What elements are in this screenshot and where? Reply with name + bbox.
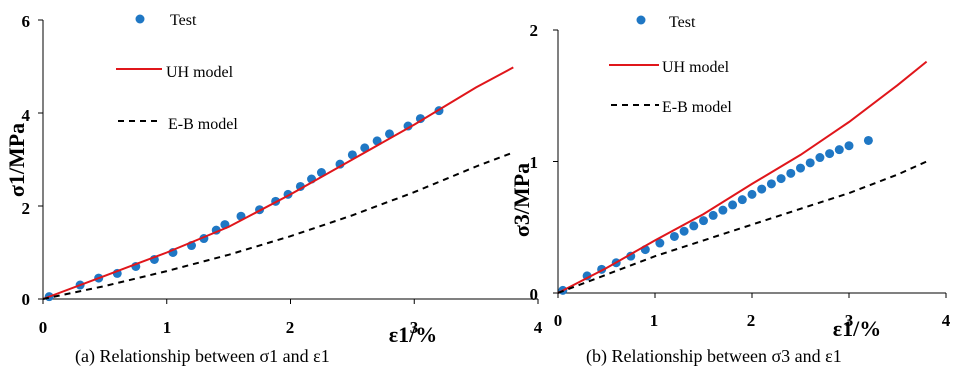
test-data-point <box>825 149 835 159</box>
y-axis-label: σ3/MPa <box>509 163 534 237</box>
legend-label-uh: UH model <box>166 64 234 81</box>
test-data-point <box>776 174 786 184</box>
uh-model-line <box>42 66 514 300</box>
xtick-label: 0 <box>554 311 563 330</box>
test-data-point <box>757 184 767 194</box>
eb-model-line <box>557 160 928 294</box>
test-data-point <box>766 179 776 189</box>
ytick-label: 0 <box>22 290 31 309</box>
ytick-label: 2 <box>530 21 539 40</box>
test-data-point <box>708 210 718 220</box>
test-data-point <box>335 159 345 169</box>
ytick-label: 4 <box>22 106 31 125</box>
legend-label-test: Test <box>669 14 696 31</box>
uh-model-line <box>557 60 928 294</box>
test-data-point <box>718 205 728 215</box>
legend-symbol-test <box>135 14 145 24</box>
xtick-label: 4 <box>534 318 543 337</box>
xtick-label: 2 <box>286 318 295 337</box>
test-data-point <box>728 200 738 210</box>
test-data-point <box>815 153 825 163</box>
y-axis-label: σ1/MPa <box>4 123 29 197</box>
xtick-label: 2 <box>747 311 756 330</box>
xtick-label: 4 <box>942 311 951 330</box>
eb-model-line <box>42 151 514 300</box>
xtick-label: 3 <box>845 311 854 330</box>
panel-a: 0 2 4 6 0 1 2 3 4 σ1/MPa ε1/% (a) Relati… <box>4 12 543 367</box>
test-data-point <box>805 158 815 168</box>
panel-b: 0 1 2 0 1 2 3 4 σ3/MPa ε1/% (b) Relation… <box>509 14 951 367</box>
test-data-point <box>844 141 854 151</box>
legend-label-uh: UH model <box>662 59 730 76</box>
test-data-point <box>415 114 425 124</box>
legend-label-eb: E-B model <box>662 99 732 116</box>
xtick-label: 1 <box>650 311 659 330</box>
xtick-label: 1 <box>163 318 172 337</box>
test-data-point <box>863 135 873 145</box>
legend: Test UH model E-B model <box>166 12 238 133</box>
test-data-point <box>796 163 805 173</box>
test-data-point <box>834 145 844 155</box>
test-data-point <box>699 216 708 226</box>
test-data-point <box>669 231 679 241</box>
test-data-point <box>679 226 689 236</box>
panel-caption: (b) Relationship between σ3 and ε1 <box>586 346 842 367</box>
test-data-point <box>295 181 305 191</box>
panel-caption: (a) Relationship between σ1 and ε1 <box>75 346 330 367</box>
xtick-label: 3 <box>410 318 419 337</box>
x-axis-label: ε1/% <box>389 322 438 347</box>
ytick-label: 2 <box>22 199 31 218</box>
test-data-point <box>737 195 747 205</box>
ytick-label: 1 <box>530 153 539 172</box>
ytick-label: 6 <box>22 12 31 31</box>
test-data-point <box>786 168 796 178</box>
ytick-label: 0 <box>530 285 539 304</box>
test-data-point <box>747 189 757 199</box>
legend: Test UH model E-B model <box>662 14 732 116</box>
legend-label-test: Test <box>170 12 197 29</box>
xtick-label: 0 <box>39 318 48 337</box>
legend-label-eb: E-B model <box>168 116 238 133</box>
legend-symbol-test <box>636 15 646 25</box>
test-data-point <box>655 238 665 248</box>
x-axis-label: ε1/% <box>833 316 882 341</box>
test-data-point <box>689 221 699 231</box>
